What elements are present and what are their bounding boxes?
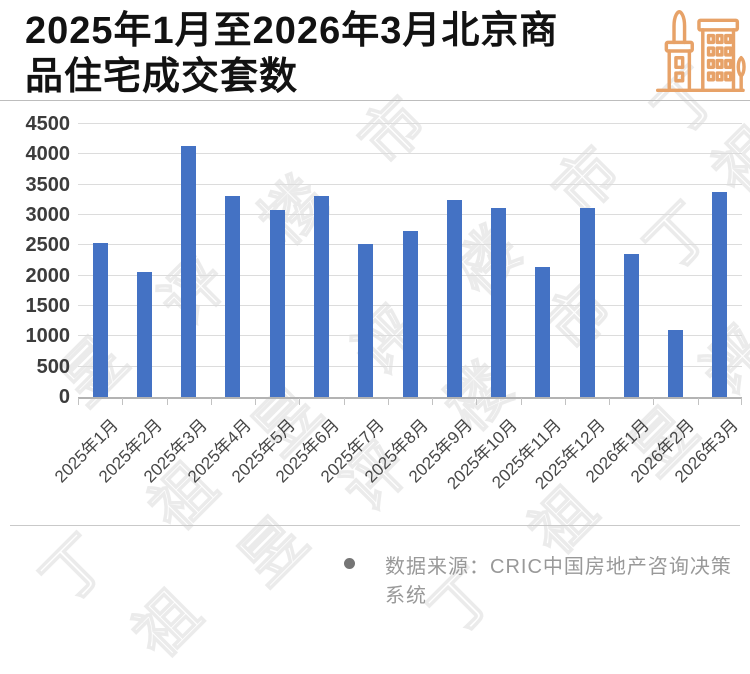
x-axis-labels: 2025年1月 2025年2月 2025年3月 2025年4月 2025年5月 2025年… bbox=[51, 404, 742, 519]
axis-tick bbox=[78, 398, 79, 405]
bar bbox=[136, 272, 152, 397]
axis-tick bbox=[255, 398, 257, 405]
y-tick-label: 0 bbox=[58, 386, 70, 408]
axis-tick bbox=[299, 398, 301, 405]
page-title: 2025年1月至2026年3月北京商 品住宅成交套数 bbox=[25, 8, 650, 101]
footer-divider bbox=[10, 525, 740, 526]
bar bbox=[623, 254, 639, 397]
y-tick-label: 1000 bbox=[25, 325, 71, 348]
header: 2025年1月至2026年3月北京商 品住宅成交套数 bbox=[0, 0, 750, 101]
axis-tick bbox=[476, 398, 478, 405]
axis-tick bbox=[432, 398, 434, 405]
bar bbox=[712, 191, 728, 397]
bar bbox=[491, 208, 507, 397]
bar bbox=[313, 196, 329, 397]
title-line2: 品住宅成交套数 bbox=[25, 56, 299, 99]
y-tick-label: 2000 bbox=[25, 264, 71, 287]
bar bbox=[269, 210, 285, 397]
gridline bbox=[78, 123, 742, 124]
bar bbox=[92, 242, 108, 397]
title-line1: 2025年1月至2026年3月北京商 bbox=[25, 10, 559, 52]
bar bbox=[446, 200, 462, 397]
bar bbox=[181, 145, 197, 397]
bar-chart: 0 500 1000 1500 2000 2500 3000 3500 4000 4500 202… bbox=[0, 104, 750, 524]
y-tick-label: 4500 bbox=[25, 113, 71, 135]
gridline bbox=[78, 153, 742, 155]
bar bbox=[579, 208, 595, 397]
bar bbox=[225, 196, 241, 397]
gridline bbox=[78, 183, 742, 185]
dot-icon bbox=[344, 558, 355, 569]
axis-tick bbox=[210, 398, 212, 405]
buildings-icon bbox=[650, 4, 746, 98]
y-axis-labels: 0 500 1000 1500 2000 2500 3000 3500 4000 4500 bbox=[0, 113, 71, 408]
bar bbox=[668, 329, 684, 397]
header-divider bbox=[0, 100, 750, 101]
axis-tick bbox=[697, 398, 699, 405]
plot-area bbox=[78, 123, 742, 405]
footer: 数据来源：CRIC中国房地产咨询决策系统 bbox=[0, 545, 750, 607]
y-tick-label: 500 bbox=[36, 355, 70, 378]
bar bbox=[402, 230, 418, 397]
y-tick-label: 3500 bbox=[25, 173, 71, 196]
axis-tick bbox=[343, 398, 345, 405]
axis-tick bbox=[653, 398, 655, 405]
axis-tick bbox=[564, 398, 566, 405]
gridline bbox=[78, 214, 742, 215]
y-tick-label: 1500 bbox=[25, 295, 71, 317]
axis-tick bbox=[609, 398, 611, 405]
y-tick-label: 3000 bbox=[25, 204, 71, 226]
axis-tick bbox=[387, 398, 389, 405]
y-tick-label: 2500 bbox=[25, 234, 71, 257]
axis-tick bbox=[520, 398, 522, 405]
axis-tick bbox=[122, 398, 124, 405]
axis-tick bbox=[741, 398, 742, 405]
bar bbox=[358, 244, 374, 397]
data-source-label: 数据来源：CRIC中国房地产咨询决策系统 bbox=[385, 556, 732, 607]
y-tick-label: 4000 bbox=[25, 143, 71, 166]
bar bbox=[535, 267, 551, 397]
axis-tick bbox=[166, 398, 168, 405]
